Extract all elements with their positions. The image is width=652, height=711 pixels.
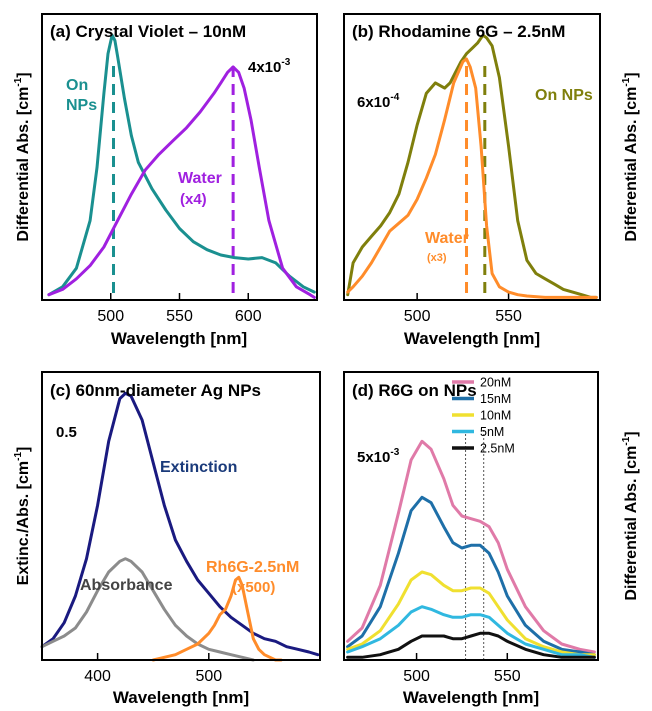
panel-b-label-on-nps: On NPs	[535, 87, 593, 104]
panel-a-scale-label: 4x10-3	[248, 57, 291, 76]
legend-label-20nM: 20nM	[480, 376, 511, 390]
panel-a-series-0	[47, 33, 316, 297]
panel-d-series-3	[346, 605, 596, 659]
panel-d-scale-label: 5x10-3	[357, 447, 400, 466]
panel-c-ylabel: Extinc./Abs. [cm-1]	[13, 447, 32, 586]
panel-a-ylabel: Differential Abs. [cm-1]	[13, 72, 32, 241]
panel-c: 400 500 (c) 60nm-diameter Ag NPs 0.5 Exti…	[13, 371, 321, 707]
panel-c-xtick-label-400: 400	[84, 668, 111, 685]
legend-label-2.5nM: 2.5nM	[480, 442, 515, 456]
panel-a-title: (a) Crystal Violet – 10nM	[50, 22, 246, 41]
panel-b-ylabel: Differential Abs. [cm-1]	[621, 72, 640, 241]
panel-c-xtick-label-500: 500	[195, 668, 222, 685]
panel-b-series-0	[346, 33, 598, 299]
panel-c-label-x500: (x500)	[232, 579, 275, 596]
panel-d-legend: 20nM 15nM 10nM 5nM 2.5nM	[452, 376, 515, 456]
legend-label-5nM: 5nM	[480, 425, 504, 439]
panel-c-label-extinction: Extinction	[160, 459, 237, 476]
panel-c-scale-label: 0.5	[56, 424, 77, 441]
panel-b: 500 550 (b) Rhodamine 6G – 2.5nM 6x10-4 O…	[343, 13, 640, 348]
panel-c-label-absorbance: Absorbance	[80, 577, 173, 594]
panel-a-frame	[41, 13, 318, 301]
panel-a-xtick-label-550: 550	[166, 308, 193, 325]
panel-b-scale-label: 6x10-4	[357, 92, 400, 111]
panel-a-xlabel: Wavelength [nm]	[111, 329, 247, 348]
panel-b-label-x3: (x3)	[427, 252, 447, 264]
panel-a-label-x4: (x4)	[180, 191, 207, 208]
panel-c-title: (c) 60nm-diameter Ag NPs	[50, 381, 261, 400]
panel-b-title: (b) Rhodamine 6G – 2.5nM	[352, 22, 565, 41]
panel-c-series-1	[40, 557, 255, 662]
panel-d-title: (d) R6G on NPs	[352, 381, 477, 400]
panel-d-xtick-label-500: 500	[403, 668, 430, 685]
panel-d-series-4	[346, 631, 596, 659]
panel-d-series-0	[346, 439, 596, 654]
panel-c-xlabel: Wavelength [nm]	[113, 688, 249, 707]
legend-label-15nM: 15nM	[480, 392, 511, 406]
panel-b-xtick-label-550: 550	[495, 308, 522, 325]
panel-a-label-water: Water	[178, 170, 222, 187]
panel-b-xtick-label-500: 500	[404, 308, 431, 325]
panel-d-xtick-label-550: 550	[494, 668, 521, 685]
panel-a-series-1	[47, 65, 316, 299]
panel-d-ylabel: Differential Abs. [cm-1]	[621, 431, 640, 600]
panel-b-label-water: Water	[425, 230, 469, 247]
panel-c-series-0	[40, 391, 320, 657]
panel-d-series-1	[346, 495, 596, 657]
panel-d-series-2	[346, 570, 596, 657]
panel-c-series-2	[151, 575, 283, 662]
panel-a: 500 550 600 (a) Crystal Violet – 10nM 4x10…	[13, 13, 318, 348]
panel-d: 500 550 (d) R6G on NPs 5x10-3 20nM 15nM 10n…	[343, 371, 640, 707]
panel-c-label-rh6g: Rh6G-2.5nM	[206, 559, 299, 576]
panel-a-label-nps: NPs	[66, 97, 97, 114]
panel-d-frame	[343, 371, 599, 661]
panel-b-xlabel: Wavelength [nm]	[404, 329, 540, 348]
panel-a-xtick-label-500: 500	[97, 308, 124, 325]
panel-a-xtick-label-600: 600	[235, 308, 262, 325]
panel-b-frame	[343, 13, 601, 301]
panel-d-xlabel: Wavelength [nm]	[403, 688, 539, 707]
legend-label-10nM: 10nM	[480, 409, 511, 423]
panel-a-label-on: On	[66, 77, 88, 94]
panel-b-series-1	[346, 57, 598, 299]
panel-c-frame	[41, 371, 321, 661]
